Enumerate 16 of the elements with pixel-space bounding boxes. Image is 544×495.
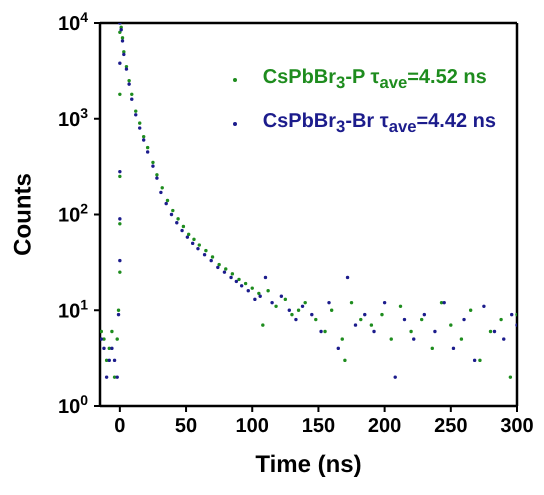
x-tick-label: 300 [500,415,534,437]
legend-label: CsPbBr$_{3}$-P τ$_{ave}$=4.52 ns [262,65,487,94]
y-tick-label: 10$^{1}$ [58,296,88,322]
x-tick-label: 0 [114,415,126,437]
x-tick-label: 150 [302,415,336,437]
x-tick-label: 200 [368,415,402,437]
legend-label: CsPbBr$_{3}$-Br τ$_{ave}$=4.42 ns [262,109,496,138]
y-tick-label: 10$^{2}$ [58,200,88,226]
y-tick-label: 10$^{0}$ [58,392,88,418]
y-axis-title: Counts [10,173,37,256]
x-tick-label: 100 [236,415,269,437]
x-tick-label: 50 [174,415,198,437]
x-axis-title: Time (ns) [255,451,362,478]
y-tick-label: 10$^{4}$ [58,9,88,35]
y-tick-label: 10$^{3}$ [58,104,88,131]
x-tick-label: 250 [434,415,468,437]
